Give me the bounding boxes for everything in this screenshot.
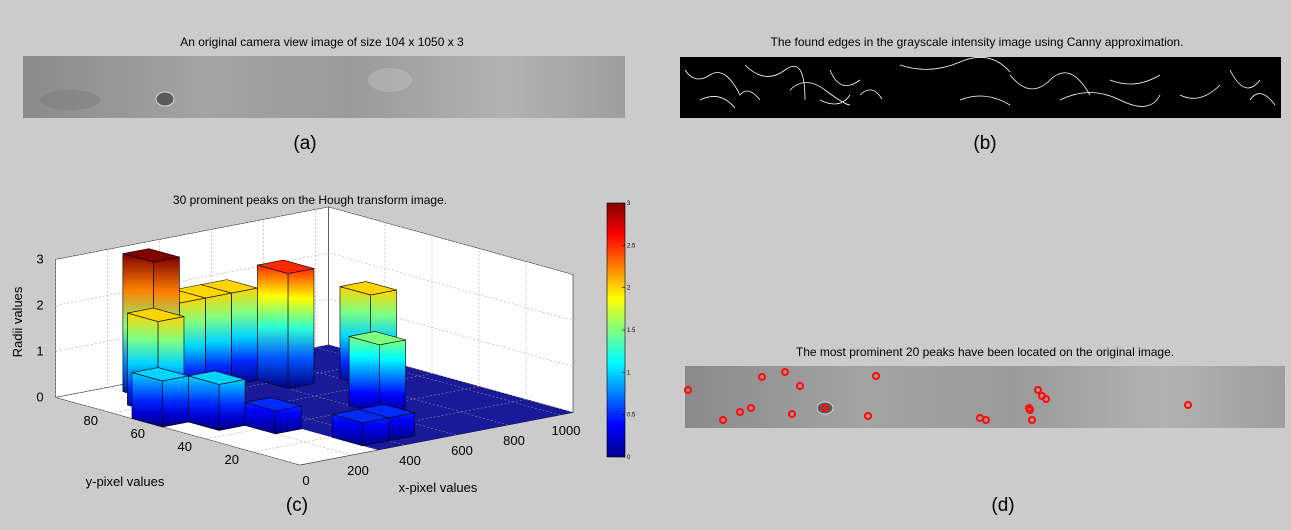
crater xyxy=(817,402,833,414)
x-tick-label: 800 xyxy=(503,433,525,448)
colorbar-tick-label: 0 xyxy=(627,455,631,461)
x-tick-label: 1000 xyxy=(552,423,581,438)
y-tick-label: 80 xyxy=(84,413,98,428)
colorbar-tick-label: 1 xyxy=(627,370,631,376)
z-tick-label: 1 xyxy=(36,343,43,358)
z-tick-label: 2 xyxy=(36,297,43,312)
bar-face xyxy=(189,376,220,430)
y-tick-label: 20 xyxy=(225,452,239,467)
bar-face xyxy=(257,265,288,388)
crater xyxy=(368,68,412,92)
panel-label: (d) xyxy=(991,495,1014,516)
bar xyxy=(189,371,246,430)
colorbar-tick-label: 2.5 xyxy=(627,243,636,249)
z-tick-label: 3 xyxy=(36,251,43,266)
panel-label: (b) xyxy=(973,133,996,154)
bar-face xyxy=(231,288,257,385)
x-axis-label: x-pixel values xyxy=(399,480,478,495)
colorbar-tick-label: 2 xyxy=(627,286,631,292)
located-image xyxy=(685,366,1285,428)
panel-title: The found edges in the grayscale intensi… xyxy=(771,35,1184,49)
bar-face xyxy=(380,340,406,414)
bar xyxy=(257,260,314,388)
panel-title: The most prominent 20 peaks have been lo… xyxy=(796,345,1174,359)
panel-label: (a) xyxy=(293,133,316,154)
bar-face xyxy=(349,336,380,413)
edge-image xyxy=(680,57,1281,118)
y-tick-label: 60 xyxy=(131,426,145,441)
x-tick-label: 400 xyxy=(399,453,421,468)
x-tick-label: 600 xyxy=(451,443,473,458)
x-tick-label: 0 xyxy=(302,473,309,488)
camera-image xyxy=(23,56,625,118)
bar-face xyxy=(219,379,245,430)
figure: An original camera view image of size 10… xyxy=(0,0,1291,525)
crater xyxy=(40,90,100,110)
colorbar-tick-label: 3 xyxy=(627,201,631,207)
y-tick-label: 40 xyxy=(178,439,192,454)
colorbar-tick-label: 1.5 xyxy=(627,328,636,334)
panel-label: (c) xyxy=(286,495,308,516)
chart-title: 30 prominent peaks on the Hough transfor… xyxy=(173,193,447,207)
z-axis-label: Radii values xyxy=(10,286,25,357)
z-tick-label: 0 xyxy=(36,389,43,404)
y-axis-label: y-pixel values xyxy=(86,474,165,489)
bar-face xyxy=(132,373,163,427)
panel-title: An original camera view image of size 10… xyxy=(180,35,464,49)
bar xyxy=(132,368,189,427)
page: An original camera view image of size 10… xyxy=(0,0,1291,530)
x-tick-label: 200 xyxy=(347,463,369,478)
bar-chart-3d: 30 prominent peaks on the Hough transfor… xyxy=(10,193,636,495)
bar-face xyxy=(288,269,314,389)
crater xyxy=(156,92,174,106)
bar-face xyxy=(163,376,189,427)
bar xyxy=(349,331,406,413)
colorbar-tick-label: 0.5 xyxy=(627,413,636,419)
